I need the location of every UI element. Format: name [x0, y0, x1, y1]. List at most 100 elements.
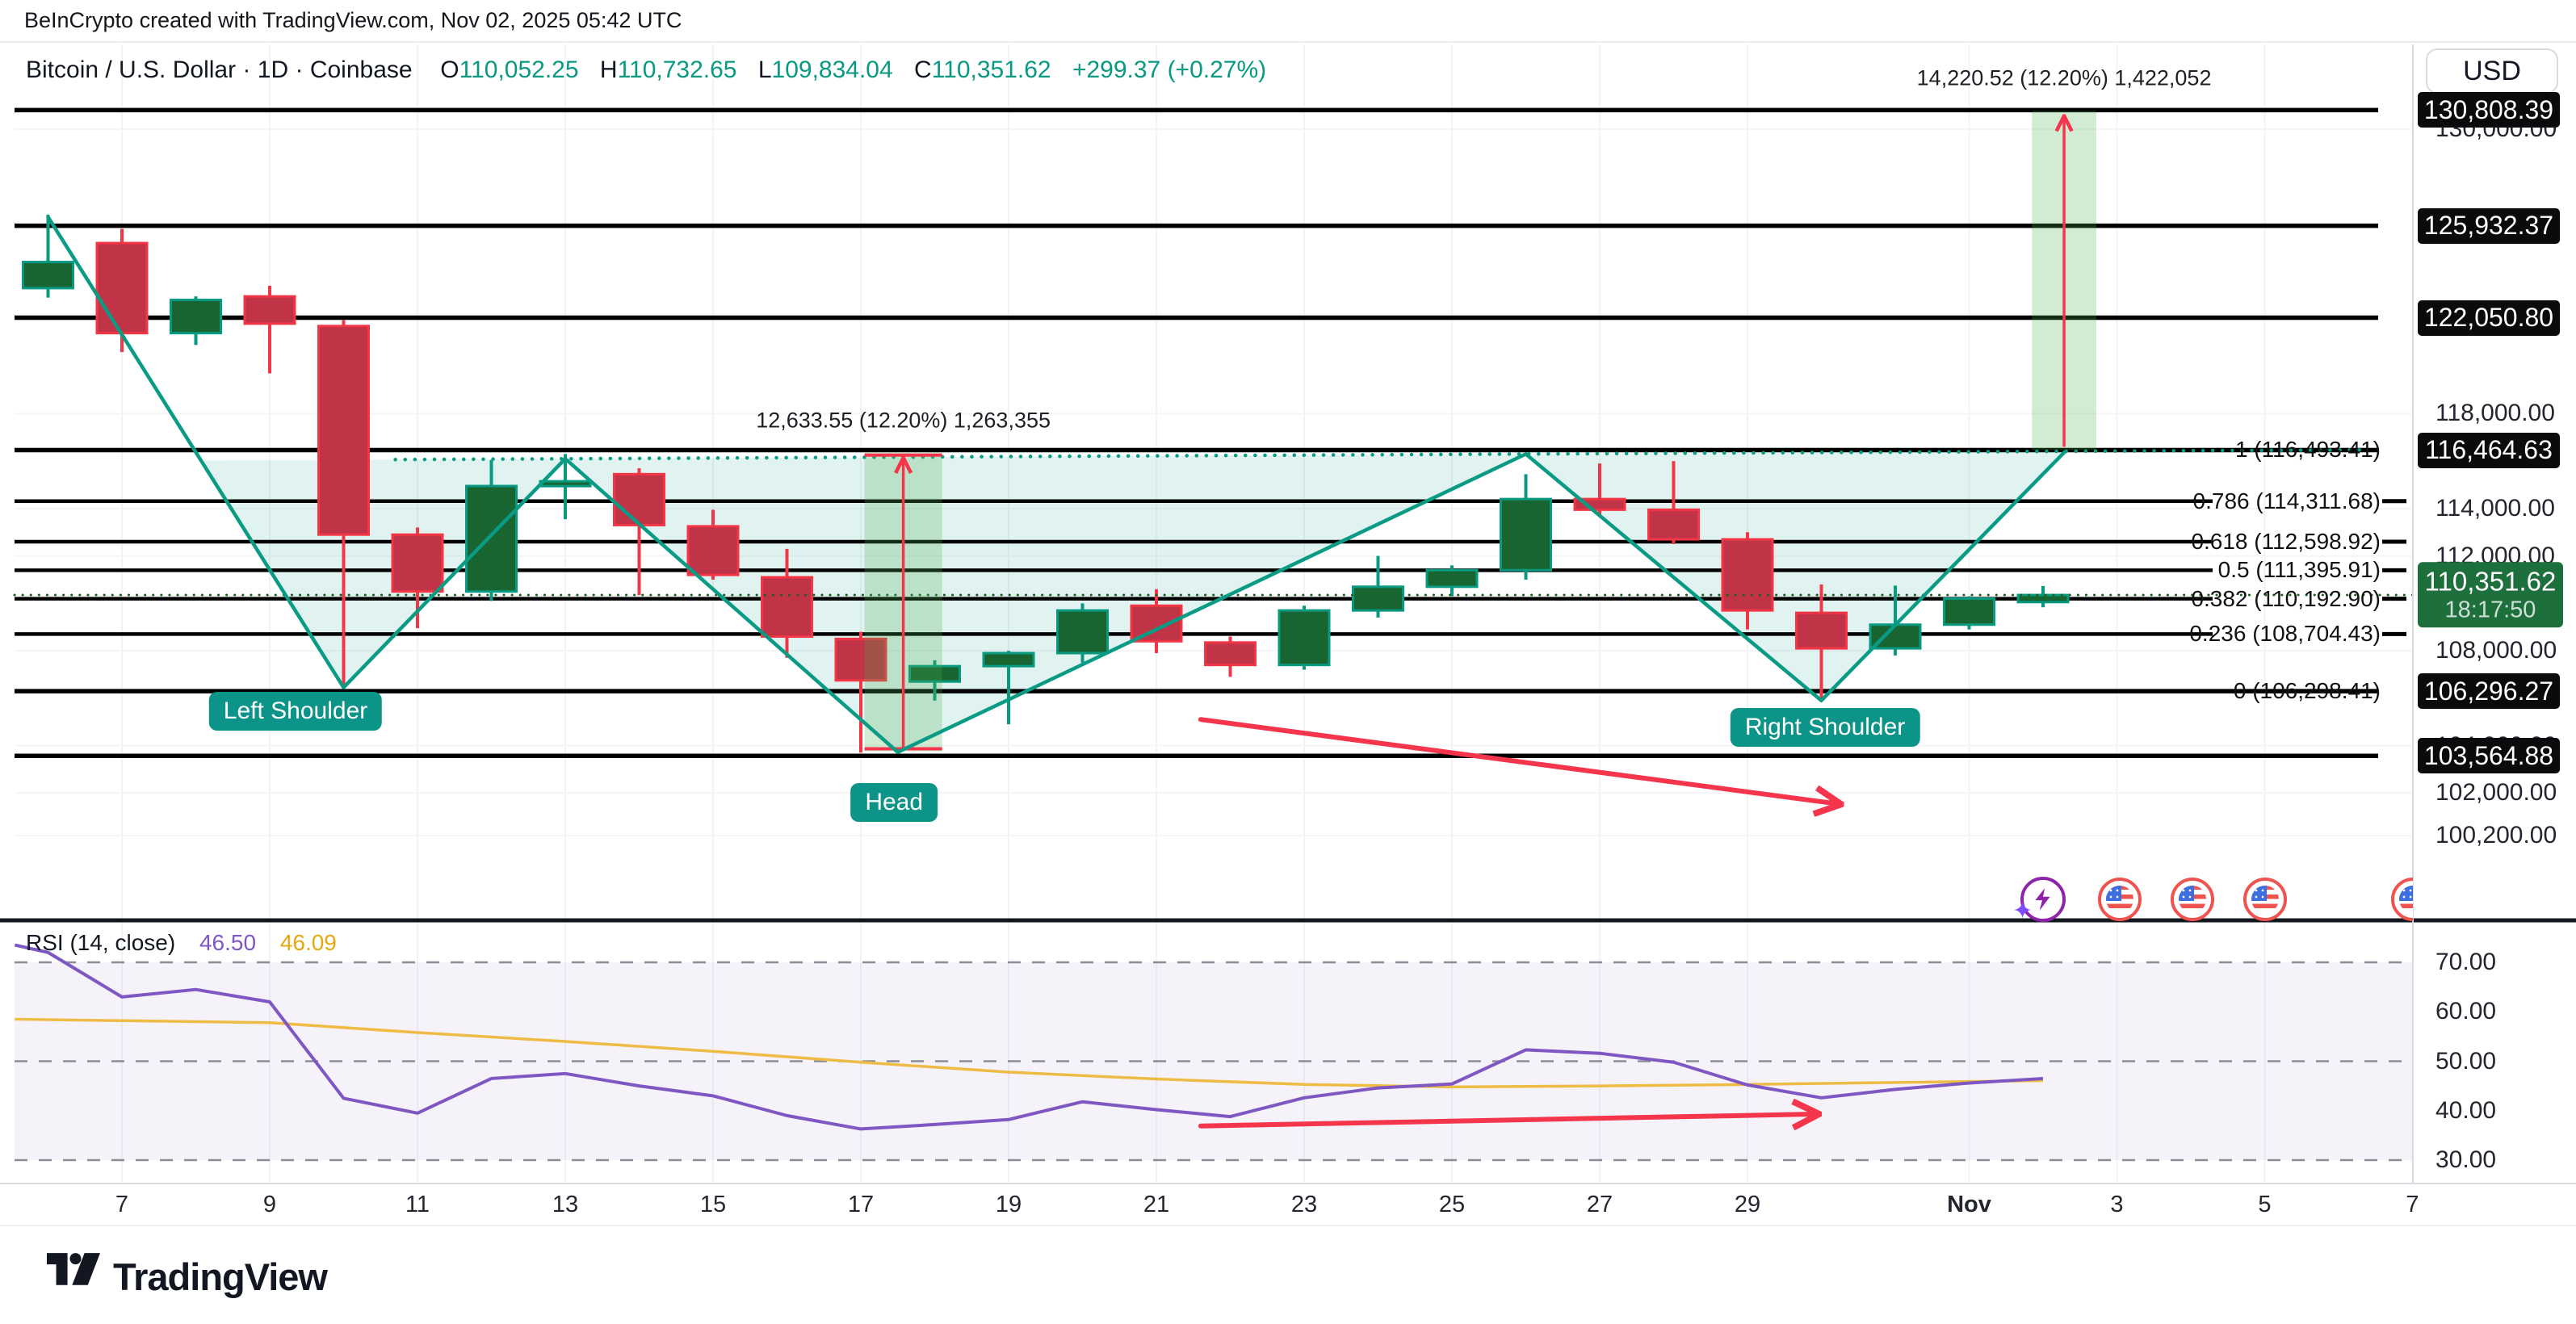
- price-axis-label[interactable]: 118,000.00: [2435, 400, 2555, 427]
- pattern-label-badge[interactable]: Left Shoulder: [208, 691, 383, 731]
- candle: [1056, 603, 1109, 663]
- time-axis-label[interactable]: 29: [1734, 1192, 1761, 1217]
- time-axis-label[interactable]: 27: [1586, 1192, 1613, 1217]
- rsi-axis-label[interactable]: 50.00: [2435, 1047, 2497, 1075]
- time-axis-label[interactable]: 11: [405, 1192, 430, 1217]
- flash-icon[interactable]: ✦: [2012, 877, 2066, 924]
- fib-level-label: 0.618 (112,598.92): [2191, 529, 2381, 555]
- time-axis-label[interactable]: 13: [552, 1192, 579, 1217]
- current-price-value: 110,351.62: [2424, 566, 2557, 597]
- time-axis-label[interactable]: 15: [699, 1192, 727, 1217]
- low-value: 109,834.04: [771, 57, 893, 83]
- candle: [317, 320, 370, 689]
- pattern-label-badge[interactable]: Head: [850, 782, 938, 822]
- time-axis-label[interactable]: 17: [847, 1192, 875, 1217]
- high-value: 110,732.65: [617, 57, 737, 83]
- price-axis-label[interactable]: 108,000.00: [2435, 637, 2557, 664]
- change-value: +299.37 (+0.27%): [1072, 57, 1267, 83]
- time-axis-label[interactable]: 7: [2406, 1192, 2419, 1217]
- price-axis-label[interactable]: 114,000.00: [2435, 494, 2555, 522]
- candle: [908, 660, 961, 701]
- tradingview-logo-icon: [47, 1253, 100, 1285]
- price-axis-label[interactable]: 100,200.00: [2435, 822, 2557, 849]
- rsi-axis-label[interactable]: 70.00: [2435, 949, 2497, 975]
- rsi-ma-line: [15, 1017, 2044, 1089]
- time-axis-label[interactable]: 23: [1290, 1192, 1318, 1217]
- us-flag-icon[interactable]: [2242, 878, 2287, 921]
- candle: [243, 285, 296, 374]
- candle: [1278, 605, 1331, 670]
- low-label: L: [757, 57, 772, 83]
- measurement-label: 14,220.52 (12.20%) 1,422,052: [1916, 65, 2212, 90]
- close-value: 110,351.62: [931, 57, 1051, 83]
- time-axis-label[interactable]: 21: [1143, 1192, 1170, 1217]
- price-level-badge: 130,808.39: [2418, 92, 2560, 128]
- rsi-axis-label[interactable]: 40.00: [2435, 1096, 2497, 1124]
- rsi-title: RSI (14, close): [26, 930, 176, 955]
- open-label: O: [440, 57, 459, 83]
- fib-level-label: 0 (106,298.41): [2233, 678, 2381, 704]
- candle: [22, 214, 74, 298]
- us-flag-icon[interactable]: [2170, 878, 2214, 921]
- watermark-note: BeInCrypto created with TradingView.com,…: [24, 8, 682, 32]
- pattern-fill-area: [48, 216, 2066, 752]
- measurement-label: 12,633.55 (12.20%) 1,263,355: [756, 408, 1051, 433]
- rsi-line: [14, 943, 2044, 1131]
- currency-toggle-button[interactable]: USD: [2426, 48, 2558, 94]
- candle: [2016, 585, 2070, 608]
- us-flag-icon[interactable]: [2390, 878, 2413, 921]
- rsi-axis-label[interactable]: 30.00: [2435, 1146, 2497, 1173]
- candle: [1425, 565, 1479, 597]
- candle: [1943, 596, 1995, 630]
- rsi-indicator-legend[interactable]: RSI (14, close) 46.50 46.09: [26, 930, 337, 956]
- tradingview-wordmark: TradingView: [113, 1255, 328, 1298]
- bar-countdown: 18:17:50: [2444, 597, 2536, 623]
- candle: [465, 459, 518, 601]
- time-axis-label[interactable]: 19: [995, 1192, 1022, 1217]
- candle: [761, 548, 813, 658]
- fib-level-label: 0.5 (111,395.91): [2217, 557, 2381, 583]
- candle: [1647, 461, 1700, 544]
- trend-arrow: [1198, 717, 1836, 803]
- price-axis-label[interactable]: 102,000.00: [2435, 779, 2557, 807]
- interval-label: 1D: [257, 57, 289, 83]
- candle: [686, 509, 740, 580]
- symbol-legend[interactable]: Bitcoin / U.S. Dollar · 1D · Coinbase O1…: [26, 57, 1267, 83]
- current-price-badge: 110,351.62 18:17:50: [2418, 562, 2563, 628]
- candle: [391, 527, 444, 629]
- time-axis-label[interactable]: 7: [115, 1192, 129, 1217]
- time-axis-label[interactable]: 3: [2110, 1192, 2124, 1217]
- fib-level-label: 0.236 (108,704.43): [2189, 621, 2381, 647]
- rsi-value: 46.50: [199, 930, 257, 955]
- price-level-badge: 125,932.37: [2418, 207, 2560, 244]
- fib-level-label: 1 (116,493.41): [2234, 436, 2381, 462]
- tradingview-logo: TradingView: [47, 1253, 328, 1300]
- time-axis-label[interactable]: 5: [2258, 1192, 2272, 1217]
- time-axis-label[interactable]: 25: [1438, 1192, 1466, 1217]
- rsi-axis-label[interactable]: 60.00: [2435, 998, 2497, 1025]
- candle: [834, 631, 887, 753]
- us-flag-icon[interactable]: [2098, 878, 2142, 921]
- trend-arrow: [1198, 1114, 1814, 1126]
- close-label: C: [914, 57, 932, 83]
- candle: [1352, 555, 1404, 618]
- candle: [1721, 532, 1774, 630]
- high-label: H: [599, 57, 618, 83]
- pattern-zigzag-line: [46, 216, 2067, 754]
- exchange-label: Coinbase: [309, 57, 413, 83]
- price-level-badge: 116,464.63: [2418, 432, 2560, 468]
- price-level-badge: 103,564.88: [2418, 738, 2560, 774]
- candle: [1573, 463, 1626, 516]
- neckline-dotted: [393, 447, 2370, 462]
- candle: [982, 651, 1035, 725]
- rsi-ma-value: 46.09: [279, 930, 337, 955]
- candle: [1204, 636, 1257, 677]
- symbol-title: Bitcoin / U.S. Dollar: [26, 57, 237, 83]
- candle: [170, 296, 222, 346]
- pattern-label-badge[interactable]: Right Shoulder: [1730, 708, 1920, 748]
- price-level-badge: 106,296.27: [2418, 673, 2560, 710]
- time-axis-label[interactable]: Nov: [1947, 1192, 1991, 1217]
- time-axis-label[interactable]: 9: [262, 1192, 277, 1217]
- price-level-badge: 122,050.80: [2418, 300, 2560, 336]
